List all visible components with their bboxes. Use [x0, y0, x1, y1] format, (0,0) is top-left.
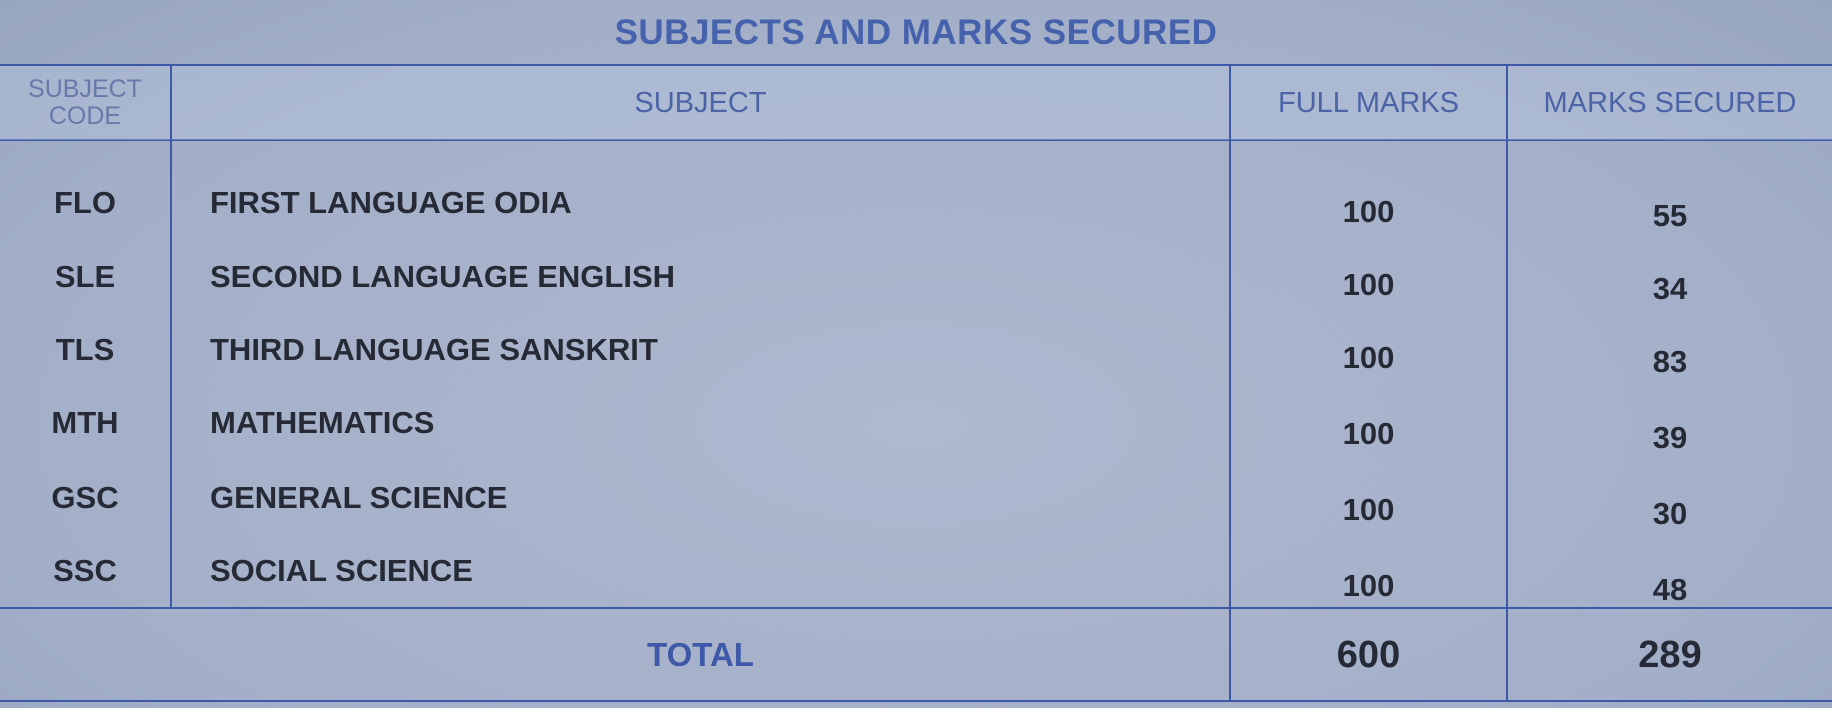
header-marks-secured: MARKS SECURED — [1508, 66, 1832, 140]
marks-secured-value: 30 — [1652, 496, 1688, 531]
subject-code: GSC — [51, 480, 119, 515]
rule-col-3 — [1506, 64, 1508, 700]
full-marks-value: 100 — [1342, 492, 1395, 527]
rule-col-1 — [170, 64, 172, 607]
subject-name: SECOND LANGUAGE ENGLISH — [210, 259, 676, 294]
full-marks-value: 100 — [1342, 194, 1395, 229]
header-code-line2: CODE — [48, 102, 122, 130]
header-subject: SUBJECT — [172, 66, 1229, 140]
subject-code: MTH — [51, 405, 119, 440]
rule-col-2 — [1229, 64, 1231, 700]
total-full-marks: 600 — [1336, 633, 1401, 676]
header-subject-code: SUBJECT CODE — [0, 66, 170, 140]
total-marks-secured: 289 — [1638, 633, 1702, 676]
rule-total-bottom — [0, 700, 1832, 702]
subject-code: SLE — [54, 259, 116, 294]
rule-body-bottom — [0, 607, 1832, 609]
subject-name: THIRD LANGUAGE SANSKRIT — [210, 332, 658, 367]
marks-secured-value: 39 — [1652, 420, 1688, 455]
total-label: TOTAL — [647, 636, 754, 673]
marks-secured-value: 48 — [1652, 572, 1688, 607]
marks-secured-value: 83 — [1652, 344, 1688, 379]
rule-header-bottom — [0, 139, 1832, 141]
subject-name: MATHEMATICS — [210, 405, 435, 440]
marks-secured-value: 55 — [1652, 198, 1688, 233]
header-code-line1: SUBJECT — [28, 75, 142, 103]
subject-code: TLS — [55, 332, 115, 367]
subject-code: SSC — [53, 553, 117, 588]
table-title: SUBJECTS AND MARKS SECURED — [614, 13, 1218, 52]
full-marks-value: 100 — [1342, 267, 1395, 302]
subject-name: GENERAL SCIENCE — [210, 480, 508, 515]
full-marks-value: 100 — [1342, 568, 1395, 603]
marks-secured-value: 34 — [1652, 271, 1688, 306]
full-marks-value: 100 — [1342, 416, 1395, 451]
rule-top — [0, 64, 1832, 66]
subject-code: FLO — [54, 185, 116, 220]
subject-name: FIRST LANGUAGE ODIA — [210, 185, 572, 220]
full-marks-value: 100 — [1342, 340, 1395, 375]
header-full-marks: FULL MARKS — [1231, 66, 1506, 140]
subject-name: SOCIAL SCIENCE — [210, 553, 473, 588]
